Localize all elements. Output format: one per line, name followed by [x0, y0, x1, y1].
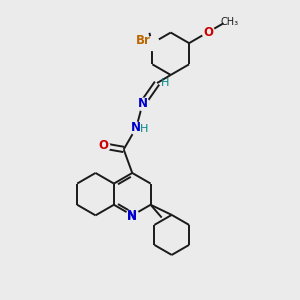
- Text: N: N: [131, 121, 141, 134]
- Text: O: O: [203, 26, 213, 39]
- Text: Br: Br: [136, 34, 151, 47]
- Text: N: N: [138, 97, 148, 110]
- Text: N: N: [127, 209, 137, 222]
- Text: H: H: [161, 78, 170, 88]
- Text: O: O: [98, 140, 108, 152]
- Text: H: H: [140, 124, 148, 134]
- Text: CH₃: CH₃: [221, 17, 239, 27]
- Text: N: N: [127, 210, 137, 223]
